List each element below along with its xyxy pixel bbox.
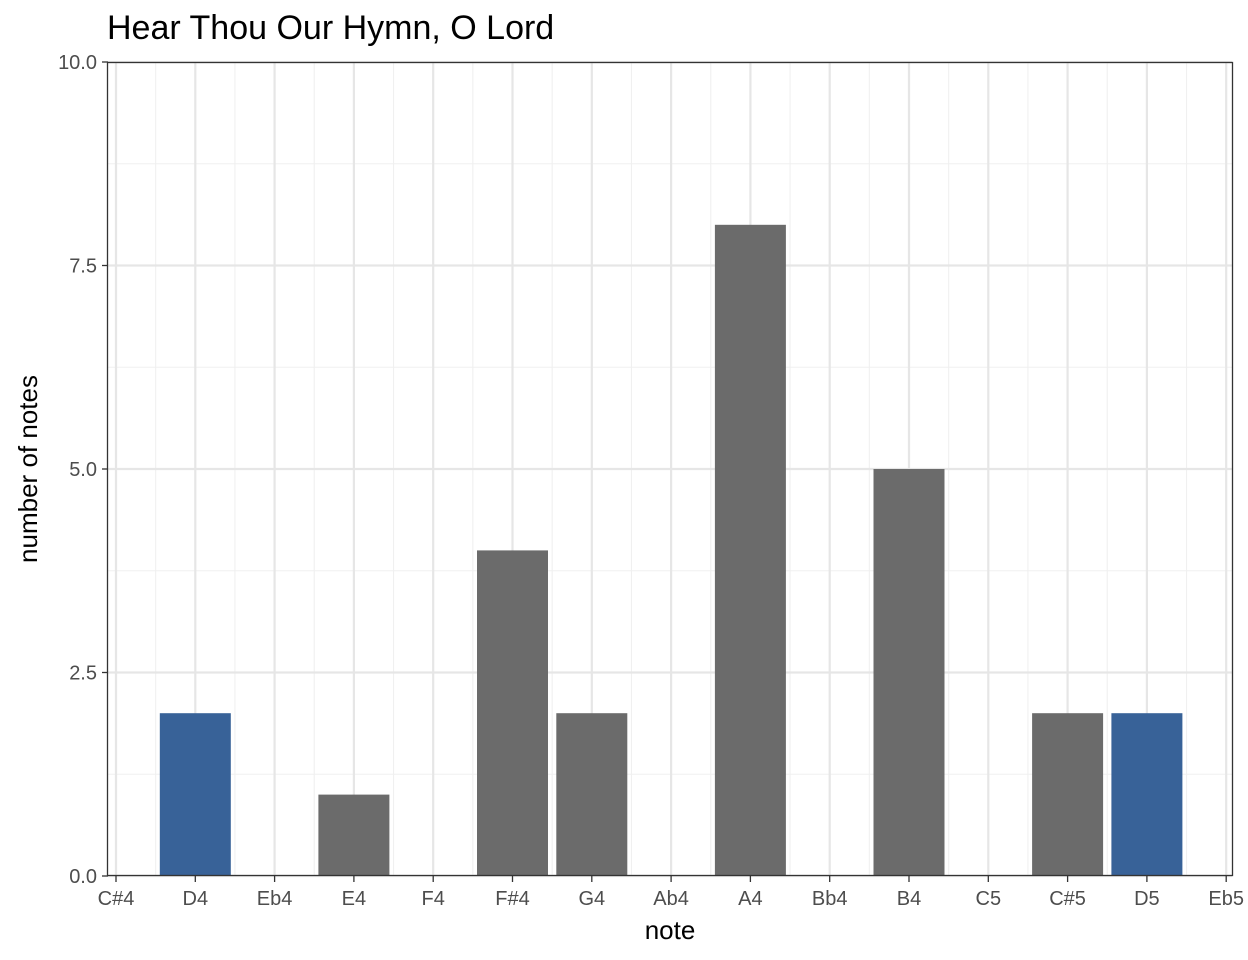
bar-e4: [318, 794, 390, 876]
axis-ticks: [102, 61, 1227, 882]
x-tick-labels: C#4 D4 Eb4 E4 F4 F#4 G4 Ab4 A4 Bb4 B4 C5 C#5 D5 Eb5: [98, 888, 1244, 910]
bar-a4: [714, 224, 786, 877]
x-tick-label: Eb5: [1208, 888, 1244, 910]
x-tick-label: Ab4: [653, 888, 689, 910]
x-tick-label: C#4: [98, 888, 135, 910]
y-tick-label: 2.5: [69, 663, 97, 685]
bar-d5: [1111, 713, 1183, 876]
bars: [159, 224, 1183, 877]
x-tick-label: D5: [1134, 888, 1160, 910]
y-axis-title: number of notes: [13, 375, 43, 563]
chart-title: Hear Thou Our Hymn, O Lord: [107, 9, 554, 47]
x-tick-label: B4: [897, 888, 921, 910]
y-tick-labels: 0.0 2.5 5.0 7.5 10.0: [58, 52, 97, 888]
bar-b4: [873, 469, 945, 876]
x-tick-label: D4: [183, 888, 209, 910]
x-tick-label: C#5: [1049, 888, 1086, 910]
x-tick-label: Bb4: [812, 888, 848, 910]
bar-csharp5: [1032, 713, 1104, 876]
x-tick-label: E4: [342, 888, 366, 910]
x-tick-label: F#4: [495, 888, 529, 910]
x-axis-title: note: [645, 915, 696, 945]
y-tick-label: 10.0: [58, 52, 97, 74]
bar-fsharp4: [477, 550, 548, 876]
x-tick-label: A4: [738, 888, 762, 910]
bar-d4: [159, 713, 231, 876]
y-tick-label: 5.0: [69, 459, 97, 481]
x-tick-label: C5: [976, 888, 1002, 910]
y-tick-label: 7.5: [69, 256, 97, 278]
bar-g4: [556, 713, 628, 876]
x-tick-label: F4: [422, 888, 445, 910]
x-tick-label: G4: [578, 888, 605, 910]
x-tick-label: Eb4: [257, 888, 293, 910]
y-tick-label: 0.0: [69, 866, 97, 888]
